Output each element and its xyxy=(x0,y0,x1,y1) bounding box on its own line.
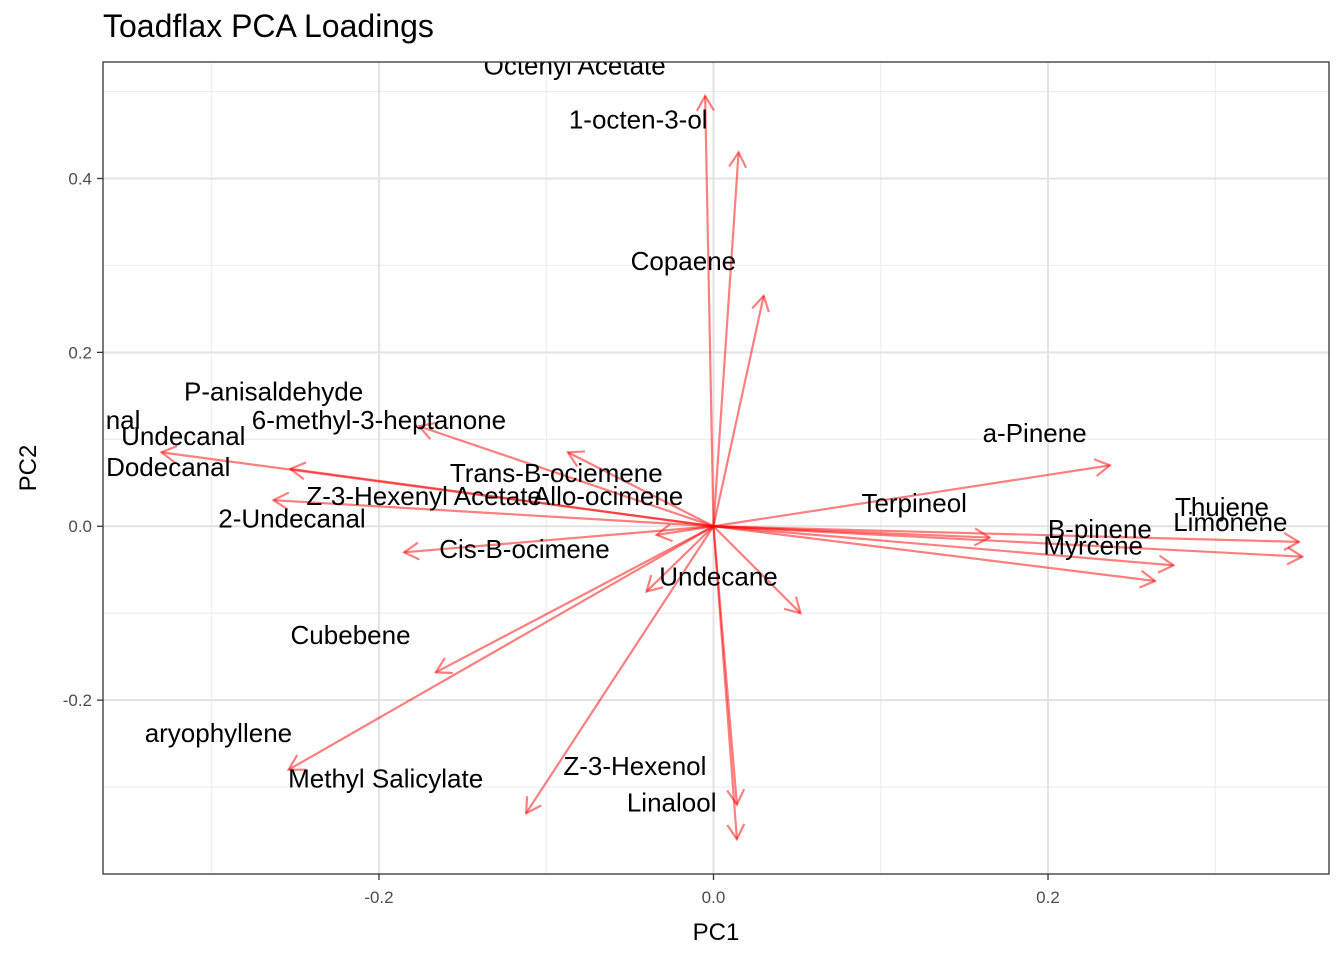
y-tick-label: 0.4 xyxy=(68,169,92,188)
loading-arrow xyxy=(713,525,1158,589)
loading-arrow xyxy=(712,526,746,807)
loading-arrow xyxy=(159,444,714,528)
chart-title: Toadflax PCA Loadings xyxy=(103,8,434,44)
variable-label: 6-methyl-3-heptanone xyxy=(252,405,506,435)
x-tick-label: -0.2 xyxy=(364,888,393,907)
loading-arrow xyxy=(713,458,1113,528)
loading-arrow xyxy=(713,525,992,547)
loading-arrow xyxy=(524,525,715,815)
x-axis-title: PC1 xyxy=(693,919,740,946)
loading-arrow xyxy=(286,525,715,771)
variable-label: Undecane xyxy=(659,562,778,592)
x-tick-label: 0.2 xyxy=(1036,888,1060,907)
variable-label: Trans-B-ociemene xyxy=(450,458,663,488)
variable-label: nal xyxy=(106,405,141,435)
variable-label: aryophyllene xyxy=(145,718,292,748)
loading-arrow xyxy=(433,525,715,675)
variable-label: Cis-B-ocimene xyxy=(439,534,610,564)
variable-label: Copaene xyxy=(631,246,737,276)
loading-arrow xyxy=(695,93,715,527)
variable-label: Thujene xyxy=(1175,492,1269,522)
variable-label: 2-Undecanal xyxy=(218,503,365,533)
variable-label: Limonene xyxy=(1173,507,1287,537)
variable-label: P-anisaldehyde xyxy=(184,376,363,406)
loading-arrow xyxy=(712,150,748,527)
loading-arrow xyxy=(713,525,1176,574)
variable-labels: Octenyl Acetate 1-octen-3-ol Copaene P-anis… xyxy=(106,50,1288,818)
variable-label: a-Pinene xyxy=(983,418,1087,448)
loading-arrow xyxy=(417,421,714,528)
variable-label: Z-3-Hexenol xyxy=(563,751,706,781)
loading-arrow xyxy=(566,450,714,528)
axes: -0.2 0.0 0.2 -0.2 0.0 0.2 0.4 xyxy=(63,169,1060,907)
loading-arrow xyxy=(654,523,714,543)
loading-arrow xyxy=(712,293,770,527)
plot-panel-bg xyxy=(103,62,1329,874)
loading-arrow xyxy=(271,491,714,528)
variable-label: B-pinene xyxy=(1048,514,1152,544)
loading-arrow xyxy=(645,525,715,593)
variable-label: Myrcene xyxy=(1043,530,1143,560)
variable-label: Undecanal xyxy=(121,421,245,451)
variable-label: Linalool xyxy=(627,788,717,818)
variable-label: Allo-ocimene xyxy=(533,481,683,511)
y-tick-label: -0.2 xyxy=(63,691,92,710)
plot-panel-border xyxy=(102,61,1330,875)
variable-label: Terpineol xyxy=(861,488,967,518)
y-tick-label: 0.0 xyxy=(68,517,92,536)
variable-label: Z-3-Hexenyl Acetate xyxy=(306,481,542,511)
loading-arrows xyxy=(159,93,1305,842)
variable-label: Methyl Salicylate xyxy=(288,763,483,793)
variable-label: Dodecanal xyxy=(106,452,230,482)
variable-label: Cubebene xyxy=(291,620,411,650)
variable-label: 1-octen-3-ol xyxy=(569,104,708,134)
variable-label: Octenyl Acetate xyxy=(484,50,666,80)
y-axis-title: PC2 xyxy=(15,445,42,492)
loading-arrow xyxy=(712,525,803,615)
x-tick-label: 0.0 xyxy=(702,888,726,907)
y-tick-label: 0.2 xyxy=(68,343,92,362)
